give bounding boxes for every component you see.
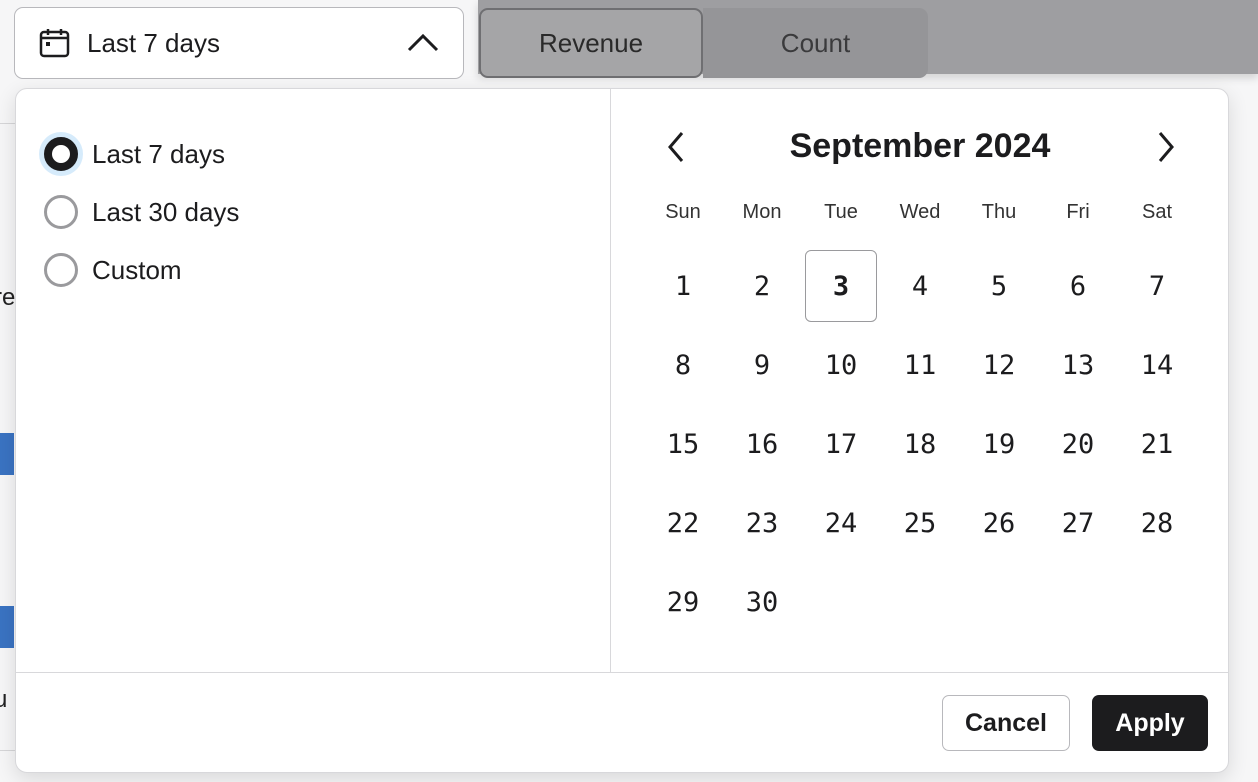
calendar-day[interactable]: 27 bbox=[1061, 507, 1095, 539]
radio[interactable] bbox=[44, 253, 78, 287]
footer-divider bbox=[16, 672, 1228, 673]
date-range-dropdown[interactable]: Last 7 days bbox=[14, 7, 464, 79]
option-label: Last 30 days bbox=[92, 196, 240, 227]
next-month-button[interactable] bbox=[1150, 129, 1180, 165]
calendar-day[interactable]: 28 bbox=[1140, 507, 1174, 539]
calendar-day[interactable]: 15 bbox=[666, 428, 700, 460]
calendar-day-today[interactable]: 3 bbox=[805, 250, 877, 322]
calendar-day[interactable]: 30 bbox=[745, 586, 779, 618]
calendar-day[interactable]: 1 bbox=[674, 270, 692, 302]
weekday-header: Sat bbox=[1141, 201, 1173, 223]
calendar-day[interactable]: 22 bbox=[666, 507, 700, 539]
apply-button[interactable]: Apply bbox=[1092, 695, 1208, 751]
weekday-header: Sun bbox=[665, 201, 701, 223]
radio-selected[interactable] bbox=[44, 137, 78, 171]
toggle-count[interactable]: Count bbox=[703, 8, 928, 78]
background-chart-bar bbox=[0, 433, 14, 475]
panel-divider bbox=[610, 89, 611, 672]
calendar-day[interactable]: 26 bbox=[982, 507, 1016, 539]
option-label: Custom bbox=[92, 254, 182, 285]
weekday-header: Tue bbox=[824, 201, 858, 223]
calendar-day[interactable]: 16 bbox=[745, 428, 779, 460]
weekday-header: Wed bbox=[899, 201, 941, 223]
background-text-fragment: u bbox=[0, 686, 8, 713]
calendar-day[interactable]: 17 bbox=[824, 428, 858, 460]
background-divider bbox=[0, 750, 20, 751]
calendar-day[interactable]: 18 bbox=[903, 428, 937, 460]
calendar-day[interactable]: 14 bbox=[1140, 349, 1174, 381]
weekday-header: Fri bbox=[1066, 201, 1090, 223]
calendar-day[interactable]: 11 bbox=[903, 349, 937, 381]
weekday-header: Thu bbox=[981, 201, 1017, 223]
calendar-day[interactable]: 8 bbox=[674, 349, 692, 381]
cancel-button[interactable]: Cancel bbox=[942, 695, 1070, 751]
prev-month-button[interactable] bbox=[662, 129, 692, 165]
calendar-day[interactable]: 19 bbox=[982, 428, 1016, 460]
background-chart-bar bbox=[0, 606, 14, 648]
calendar-day[interactable]: 13 bbox=[1061, 349, 1095, 381]
weekday-header: Mon bbox=[742, 201, 782, 223]
calendar-day[interactable]: 2 bbox=[753, 270, 771, 302]
toggle-revenue[interactable]: Revenue bbox=[479, 8, 703, 78]
chevron-up-icon bbox=[407, 33, 439, 52]
option-last-30-days[interactable]: Last 30 days bbox=[44, 195, 239, 229]
background-text-fragment: re bbox=[0, 284, 16, 311]
calendar-day[interactable]: 21 bbox=[1140, 428, 1174, 460]
calendar-icon bbox=[39, 29, 70, 58]
calendar-month-title: September 2024 bbox=[789, 127, 1051, 165]
option-custom[interactable]: Custom bbox=[44, 253, 182, 287]
calendar-day[interactable]: 24 bbox=[824, 507, 858, 539]
calendar-day[interactable]: 6 bbox=[1069, 270, 1087, 302]
option-last-7-days[interactable]: Last 7 days bbox=[44, 137, 225, 171]
dropdown-label: Last 7 days bbox=[87, 27, 220, 58]
calendar-day[interactable]: 23 bbox=[745, 507, 779, 539]
calendar-day[interactable]: 9 bbox=[753, 349, 771, 381]
calendar-day[interactable]: 20 bbox=[1061, 428, 1095, 460]
calendar-day[interactable]: 7 bbox=[1148, 270, 1166, 302]
radio[interactable] bbox=[44, 195, 78, 229]
calendar-day[interactable]: 4 bbox=[911, 270, 929, 302]
calendar-day[interactable]: 5 bbox=[990, 270, 1008, 302]
calendar-day[interactable]: 29 bbox=[666, 586, 700, 618]
calendar-day[interactable]: 25 bbox=[903, 507, 937, 539]
calendar-day[interactable]: 12 bbox=[982, 349, 1016, 381]
background-divider bbox=[0, 123, 20, 124]
calendar-day[interactable]: 10 bbox=[824, 349, 858, 381]
option-label: Last 7 days bbox=[92, 138, 225, 169]
date-range-popover: Last 7 days Last 30 days Custom Septembe… bbox=[15, 88, 1229, 773]
